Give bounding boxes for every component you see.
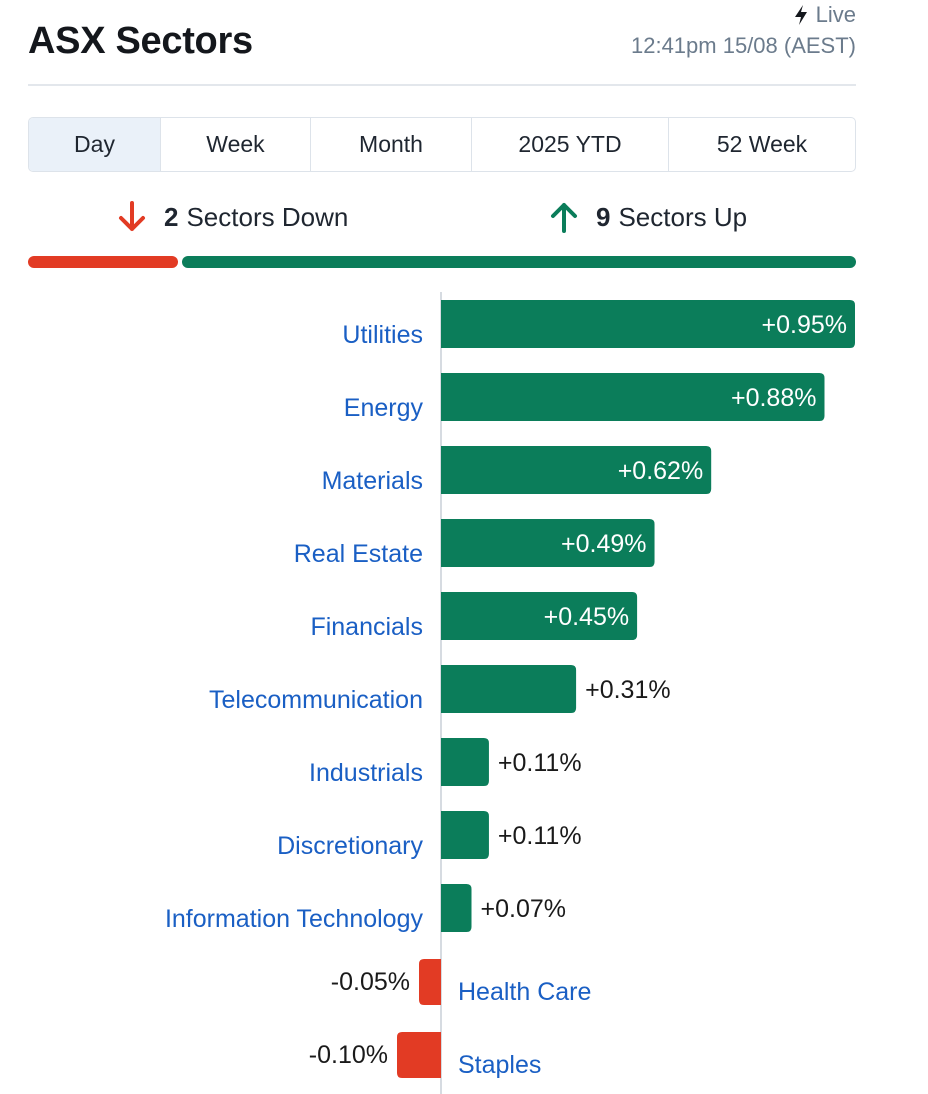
live-label: Live (815, 2, 856, 27)
value-label-industrials: +0.11% (498, 749, 582, 777)
arrow-up-icon (551, 203, 577, 233)
sectors-up-label: Sectors Up (618, 201, 748, 232)
category-label-real-estate[interactable]: Real Estate (294, 540, 423, 568)
timestamp: 12:41pm 15/08 (AEST) (630, 33, 856, 58)
bar-materials (441, 446, 712, 494)
category-label-discretionary[interactable]: Discretionary (277, 832, 423, 860)
tab-day[interactable]: Day (29, 118, 161, 171)
value-label-energy: +0.88% (731, 384, 817, 412)
page-title: ASX Sectors (28, 20, 253, 62)
lightning-icon (794, 5, 807, 25)
value-label-information-technology: +0.07% (481, 895, 567, 923)
value-label-utilities: +0.95% (762, 311, 848, 339)
value-label-financials: +0.45% (544, 603, 630, 631)
sector-ratio-bar (28, 256, 856, 268)
bar-health-care (419, 959, 441, 1005)
tab-month[interactable]: Month (311, 118, 472, 171)
sectors-up-count: 9 (596, 201, 611, 232)
period-tabs: Day Week Month 2025 YTD 52 Week (28, 117, 856, 172)
value-label-staples: -0.10% (309, 1041, 388, 1069)
value-label-discretionary: +0.11% (498, 822, 582, 850)
bar-telecommunication (441, 665, 577, 713)
sectors-down-summary: 2 Sectors Down (116, 200, 348, 234)
value-label-real-estate: +0.49% (561, 530, 647, 558)
bar-financials (441, 592, 638, 640)
bar-industrials (441, 738, 489, 786)
value-label-materials: +0.62% (618, 457, 704, 485)
ratio-bar-down (28, 256, 178, 268)
bar-utilities (441, 300, 855, 348)
category-label-staples[interactable]: Staples (458, 1051, 541, 1079)
bar-information-technology (441, 884, 472, 932)
bar-staples (397, 1032, 441, 1078)
sectors-up-summary: 9 Sectors Up (548, 200, 747, 234)
tab-2025-ytd[interactable]: 2025 YTD (472, 118, 669, 171)
bar-energy (441, 373, 825, 421)
category-label-industrials[interactable]: Industrials (309, 759, 423, 787)
category-label-telecommunication[interactable]: Telecommunication (209, 686, 423, 714)
bar-discretionary (441, 811, 489, 859)
sectors-down-label: Sectors Down (186, 201, 349, 232)
category-label-health-care[interactable]: Health Care (458, 978, 591, 1006)
value-label-health-care: -0.05% (331, 968, 410, 996)
category-label-energy[interactable]: Energy (344, 394, 424, 422)
header-divider (28, 84, 856, 86)
bar-real-estate (441, 519, 655, 567)
category-label-utilities[interactable]: Utilities (342, 321, 423, 349)
value-label-telecommunication: +0.31% (585, 676, 671, 704)
arrow-down-icon (119, 201, 145, 231)
category-label-information-technology[interactable]: Information Technology (165, 905, 424, 933)
live-indicator: Live (792, 2, 856, 28)
category-label-materials[interactable]: Materials (322, 467, 423, 495)
tab-52-week[interactable]: 52 Week (716, 131, 808, 157)
sectors-down-count: 2 (164, 201, 179, 232)
tab-week[interactable]: Week (161, 118, 311, 171)
category-label-financials[interactable]: Financials (310, 613, 423, 641)
ratio-bar-up (181, 256, 856, 268)
